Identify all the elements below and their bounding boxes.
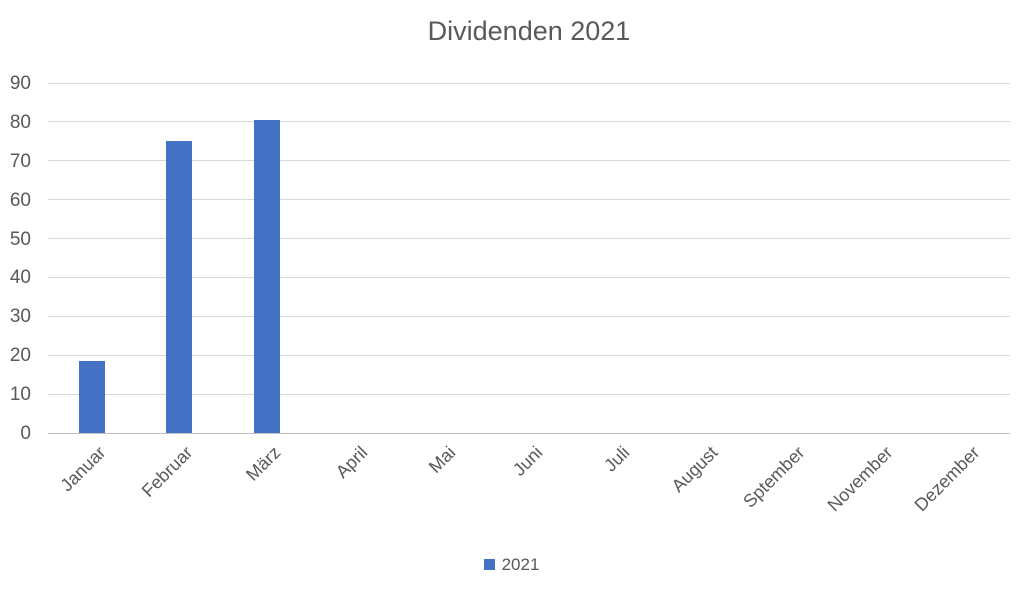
y-tick-label-80: 80	[9, 111, 31, 133]
x-tick-label-juni: Juni	[508, 442, 547, 480]
y-tick-label-40: 40	[9, 267, 31, 289]
y-tick-label-10: 10	[9, 384, 31, 406]
plot-area	[48, 82, 1010, 434]
x-tick-label-november: November	[823, 442, 897, 516]
x-tick-label-februar: Februar	[137, 442, 197, 502]
bar-januar	[78, 361, 105, 433]
x-tick-label-dezember: Dezember	[910, 442, 984, 516]
gridline-y-10	[48, 393, 1010, 395]
gridline-y-40	[48, 276, 1010, 278]
x-tick-label-august: August	[667, 442, 722, 497]
y-tick-label-30: 30	[9, 306, 31, 328]
gridline-y-30	[48, 315, 1010, 317]
x-tick-label-mai: Mai	[424, 442, 459, 477]
y-tick-label-20: 20	[9, 345, 31, 367]
y-tick-label-0: 0	[20, 423, 31, 444]
y-tick-label-60: 60	[9, 189, 31, 211]
legend-label: 2021	[501, 555, 540, 574]
bar-februar	[166, 141, 193, 433]
bar-märz	[253, 119, 280, 433]
gridline-y-60	[48, 199, 1010, 201]
gridline-y-90	[48, 82, 1010, 84]
y-tick-label-90: 90	[9, 73, 31, 94]
gridline-y-20	[48, 354, 1010, 356]
y-tick-label-70: 70	[9, 150, 31, 172]
x-tick-label-sptember: Sptember	[739, 442, 809, 512]
gridline-y-50	[48, 238, 1010, 240]
gridline-y-70	[48, 160, 1010, 162]
y-tick-label-50: 50	[9, 228, 31, 250]
legend-swatch	[483, 559, 495, 570]
gridline-y-80	[48, 121, 1010, 123]
legend: 2021	[0, 556, 1023, 573]
x-tick-label-märz: März	[241, 442, 285, 485]
x-tick-label-april: April	[331, 442, 372, 482]
chart-title: Dividenden 2021	[427, 16, 631, 46]
x-tick-label-januar: Januar	[56, 442, 110, 496]
x-tick-label-juli: Juli	[600, 442, 634, 476]
x-axis-line	[48, 432, 1010, 434]
